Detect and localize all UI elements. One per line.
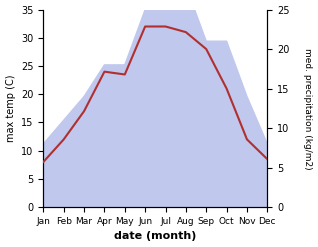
Y-axis label: med. precipitation (kg/m2): med. precipitation (kg/m2)	[303, 48, 313, 169]
X-axis label: date (month): date (month)	[114, 231, 197, 242]
Y-axis label: max temp (C): max temp (C)	[5, 75, 16, 142]
